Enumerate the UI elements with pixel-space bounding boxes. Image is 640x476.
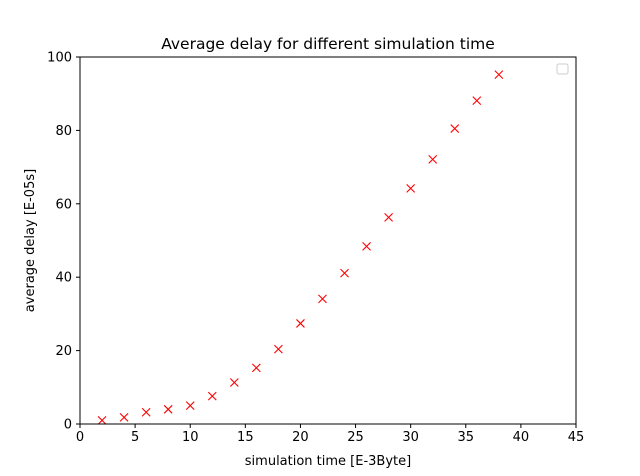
data-point: [185, 401, 195, 411]
legend-box: [556, 63, 569, 75]
data-point-stroke: [274, 344, 283, 354]
data-point-stroke: [472, 96, 482, 106]
x-tick-label: 15: [237, 430, 254, 445]
x-tick-label: 10: [182, 430, 199, 445]
data-point: [494, 70, 504, 80]
chart-title: Average delay for different simulation t…: [161, 35, 495, 53]
x-tick-label: 40: [513, 430, 530, 445]
data-point: [362, 241, 371, 251]
data-point: [318, 294, 327, 304]
data-point-stroke: [318, 294, 327, 304]
data-point-stroke: [229, 378, 239, 387]
y-tick-label: 0: [64, 418, 72, 433]
x-axis-label: simulation time [E-3Byte]: [245, 454, 411, 469]
x-tick-label: 0: [76, 430, 84, 445]
data-point: [472, 96, 482, 106]
y-axis-label: average delay [E-05s]: [23, 169, 38, 312]
data-point: [141, 407, 151, 417]
data-point-stroke: [340, 268, 349, 278]
y-tick-label: 40: [55, 271, 72, 286]
data-point: [207, 391, 217, 401]
data-point-stroke: [119, 413, 129, 422]
x-tick-label: 25: [347, 430, 364, 445]
data-point-stroke: [141, 407, 151, 417]
data-point-stroke: [450, 124, 460, 133]
plot-frame: [79, 56, 577, 425]
data-point-stroke: [362, 241, 371, 251]
axis-ticks: 0 5 10 15 20 25 30 35 40 45 0 20 40 60 80 100: [47, 51, 584, 446]
x-tick-label: 45: [568, 430, 585, 445]
y-tick-label: 100: [47, 51, 72, 66]
data-point-stroke: [97, 415, 107, 425]
data-point: [97, 415, 107, 425]
x-tick-label: 35: [458, 430, 475, 445]
data-point-stroke: [296, 319, 305, 328]
x-tick-label: 30: [402, 430, 419, 445]
data-point: [406, 183, 416, 193]
data-point-stroke: [494, 70, 504, 80]
x-tick-label: 5: [131, 430, 139, 445]
y-tick-label: 20: [55, 344, 72, 359]
data-point: [251, 363, 261, 373]
data-point-stroke: [406, 183, 416, 193]
data-point-stroke: [384, 212, 394, 222]
y-tick-label: 80: [55, 124, 72, 139]
data-point: [384, 212, 394, 222]
data-point: [274, 344, 283, 354]
data-point-stroke: [251, 363, 261, 373]
data-point: [340, 268, 349, 278]
data-points: [97, 70, 504, 425]
x-tick-label: 20: [292, 430, 309, 445]
data-point-stroke: [163, 404, 173, 414]
data-point-stroke: [207, 391, 217, 401]
data-point-stroke: [428, 155, 438, 164]
data-point: [119, 413, 129, 422]
data-point: [229, 378, 239, 387]
data-point: [163, 404, 173, 414]
data-point: [296, 319, 305, 328]
data-point: [450, 124, 460, 133]
y-tick-label: 60: [55, 197, 72, 212]
data-point-stroke: [185, 401, 195, 411]
data-point: [428, 155, 438, 164]
